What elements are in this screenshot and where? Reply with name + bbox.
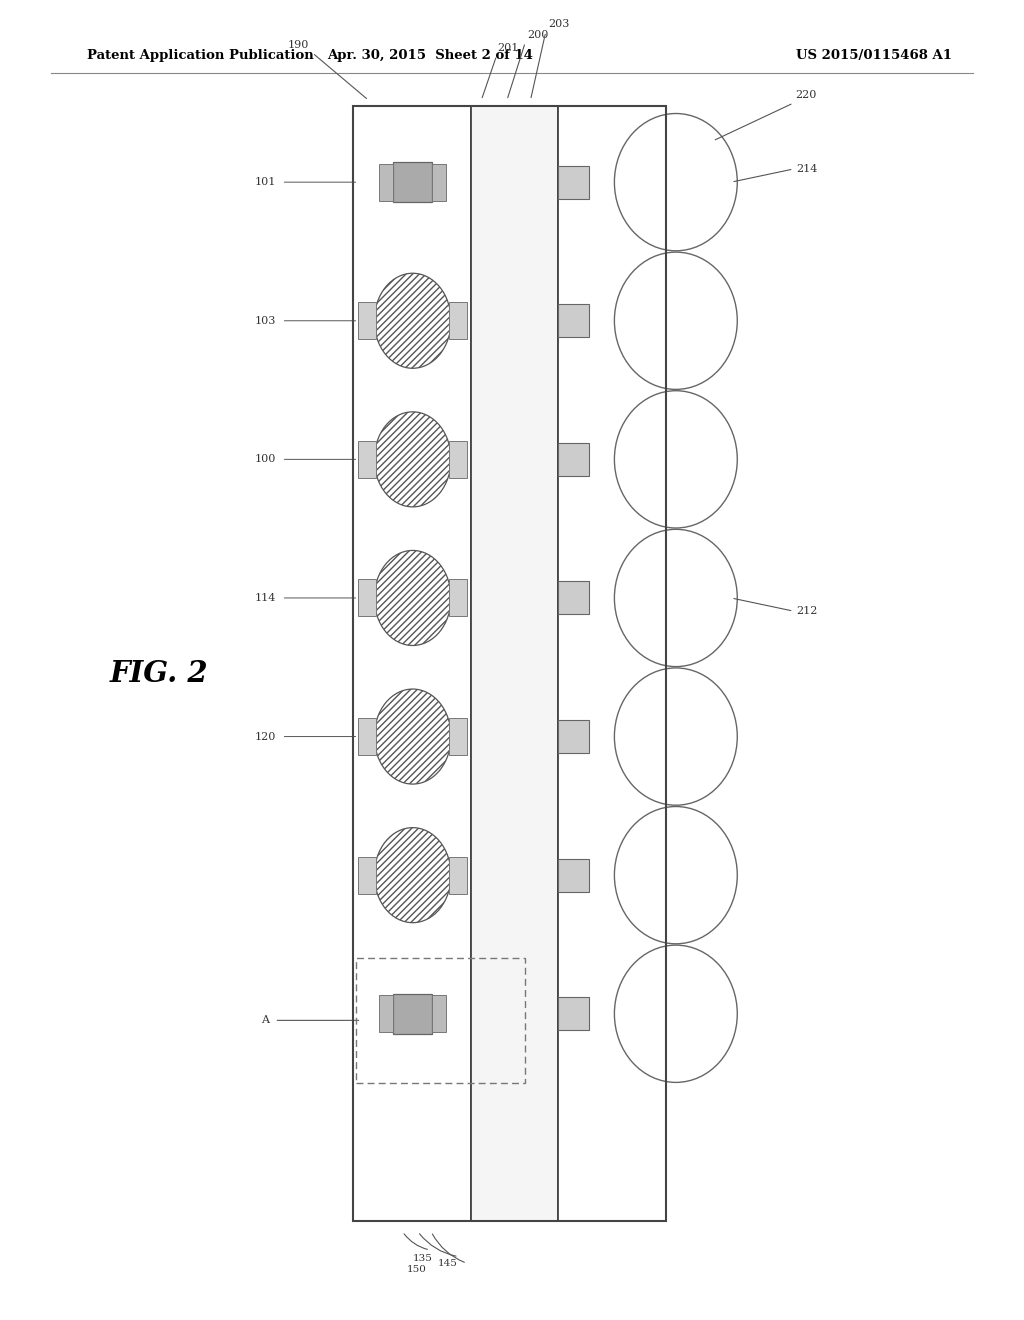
Ellipse shape <box>375 689 451 784</box>
Text: 200: 200 <box>527 29 549 40</box>
Bar <box>356 958 525 1082</box>
Bar <box>358 718 377 755</box>
Ellipse shape <box>375 412 451 507</box>
Text: 120: 120 <box>255 731 276 742</box>
Text: 150: 150 <box>407 1265 427 1274</box>
Bar <box>449 302 467 339</box>
Bar <box>558 721 589 752</box>
Text: Patent Application Publication: Patent Application Publication <box>87 49 313 62</box>
Bar <box>558 581 589 614</box>
Text: 135: 135 <box>413 1254 433 1263</box>
Ellipse shape <box>614 529 737 667</box>
Bar <box>449 857 467 894</box>
Bar <box>432 995 446 1032</box>
Bar <box>358 579 377 616</box>
Bar <box>449 441 467 478</box>
Bar <box>558 106 666 1221</box>
Text: Apr. 30, 2015  Sheet 2 of 14: Apr. 30, 2015 Sheet 2 of 14 <box>327 49 534 62</box>
Ellipse shape <box>614 945 737 1082</box>
Text: 220: 220 <box>796 90 817 100</box>
Bar <box>558 165 589 198</box>
Ellipse shape <box>614 391 737 528</box>
Bar <box>358 857 377 894</box>
Ellipse shape <box>614 807 737 944</box>
Bar <box>393 162 432 202</box>
Bar <box>558 442 589 475</box>
Bar <box>449 579 467 616</box>
Ellipse shape <box>614 668 737 805</box>
Ellipse shape <box>614 252 737 389</box>
Text: 212: 212 <box>797 606 818 616</box>
Bar <box>393 994 432 1034</box>
Ellipse shape <box>614 114 737 251</box>
Bar <box>471 106 558 1221</box>
Bar <box>449 718 467 755</box>
Text: 201: 201 <box>498 42 519 53</box>
Bar <box>353 106 471 1221</box>
Bar <box>358 302 377 339</box>
Text: 145: 145 <box>437 1259 458 1269</box>
Ellipse shape <box>375 550 451 645</box>
Text: 100: 100 <box>255 454 276 465</box>
Bar <box>558 858 589 892</box>
Bar <box>358 441 377 478</box>
Bar <box>558 304 589 337</box>
Bar <box>432 164 446 201</box>
Text: 190: 190 <box>288 40 309 50</box>
Text: 101: 101 <box>255 177 276 187</box>
Text: 214: 214 <box>797 164 818 174</box>
Text: 203: 203 <box>548 18 569 29</box>
Ellipse shape <box>375 273 451 368</box>
Text: 103: 103 <box>255 315 276 326</box>
Text: US 2015/0115468 A1: US 2015/0115468 A1 <box>797 49 952 62</box>
Text: 114: 114 <box>255 593 276 603</box>
Bar <box>558 998 589 1030</box>
Bar <box>353 106 666 1221</box>
Bar <box>379 995 393 1032</box>
Bar <box>379 164 393 201</box>
Text: A: A <box>261 1015 269 1026</box>
Text: FIG. 2: FIG. 2 <box>110 659 208 688</box>
Ellipse shape <box>375 828 451 923</box>
